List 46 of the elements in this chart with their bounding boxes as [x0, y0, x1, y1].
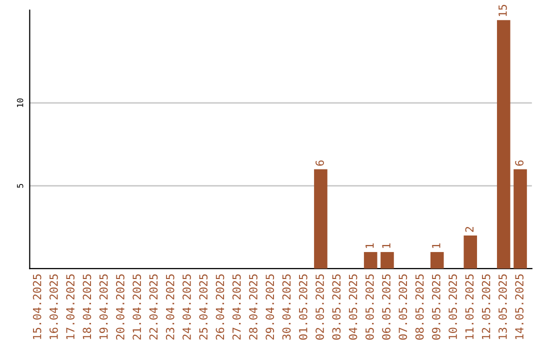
y-tick-label: 5 — [17, 184, 24, 188]
x-tick-label: 26.04.2025 — [216, 274, 224, 340]
x-tick-label: 09.05.2025 — [432, 274, 440, 340]
x-tick-label: 16.04.2025 — [49, 274, 58, 340]
bar — [514, 169, 527, 269]
x-tick-label: 21.04.2025 — [132, 274, 142, 340]
x-tick-label: 20.04.2025 — [116, 274, 124, 340]
x-tick-label: 24.04.2025 — [182, 274, 191, 340]
bar — [380, 252, 394, 269]
x-tick-label: 10.05.2025 — [448, 274, 457, 340]
bar — [364, 252, 378, 269]
data-label: 6 — [515, 160, 524, 166]
data-label: 1 — [382, 243, 390, 248]
bar — [496, 20, 510, 269]
data-label: 6 — [316, 160, 324, 166]
y-tick-label: 10 — [16, 98, 24, 107]
x-tick-label: 12.05.2025 — [482, 274, 490, 340]
x-tick-label: 23.04.2025 — [166, 274, 174, 340]
x-tick-label: 28.04.2025 — [249, 274, 258, 340]
bar — [464, 235, 478, 269]
x-tick-label: 05.05.2025 — [365, 274, 374, 340]
x-tick-label: 11.05.2025 — [465, 274, 474, 340]
x-tick-label: 19.04.2025 — [99, 274, 108, 340]
data-label: 15 — [498, 4, 507, 16]
x-tick-label: 27.04.2025 — [232, 274, 241, 340]
x-tick-label: 22.04.2025 — [149, 274, 158, 340]
x-tick-label: 06.05.2025 — [382, 274, 390, 340]
x-tick-label: 18.04.2025 — [82, 274, 92, 340]
x-tick-label: 03.05.2025 — [332, 274, 341, 340]
data-label: 1 — [366, 243, 374, 248]
data-label: 1 — [432, 243, 440, 248]
x-tick-label: 07.05.2025 — [398, 274, 408, 340]
x-tick-label: 02.05.2025 — [316, 274, 324, 340]
data-label: 2 — [465, 226, 474, 232]
x-tick-label: 29.04.2025 — [266, 274, 274, 340]
x-tick-label: 08.05.2025 — [415, 274, 424, 340]
x-tick-label: 01.05.2025 — [298, 274, 308, 340]
x-tick-label: 30.04.2025 — [282, 274, 291, 340]
x-tick-label: 25.04.2025 — [199, 274, 208, 340]
x-tick-label: 17.04.2025 — [66, 274, 75, 340]
bar — [314, 169, 328, 269]
x-tick-label: 15.04.2025 — [32, 274, 42, 340]
x-tick-label: 14.05.2025 — [515, 274, 524, 340]
x-tick-label: 04.05.2025 — [348, 274, 358, 340]
bar — [430, 252, 444, 269]
x-tick-label: 13.05.2025 — [498, 274, 507, 340]
